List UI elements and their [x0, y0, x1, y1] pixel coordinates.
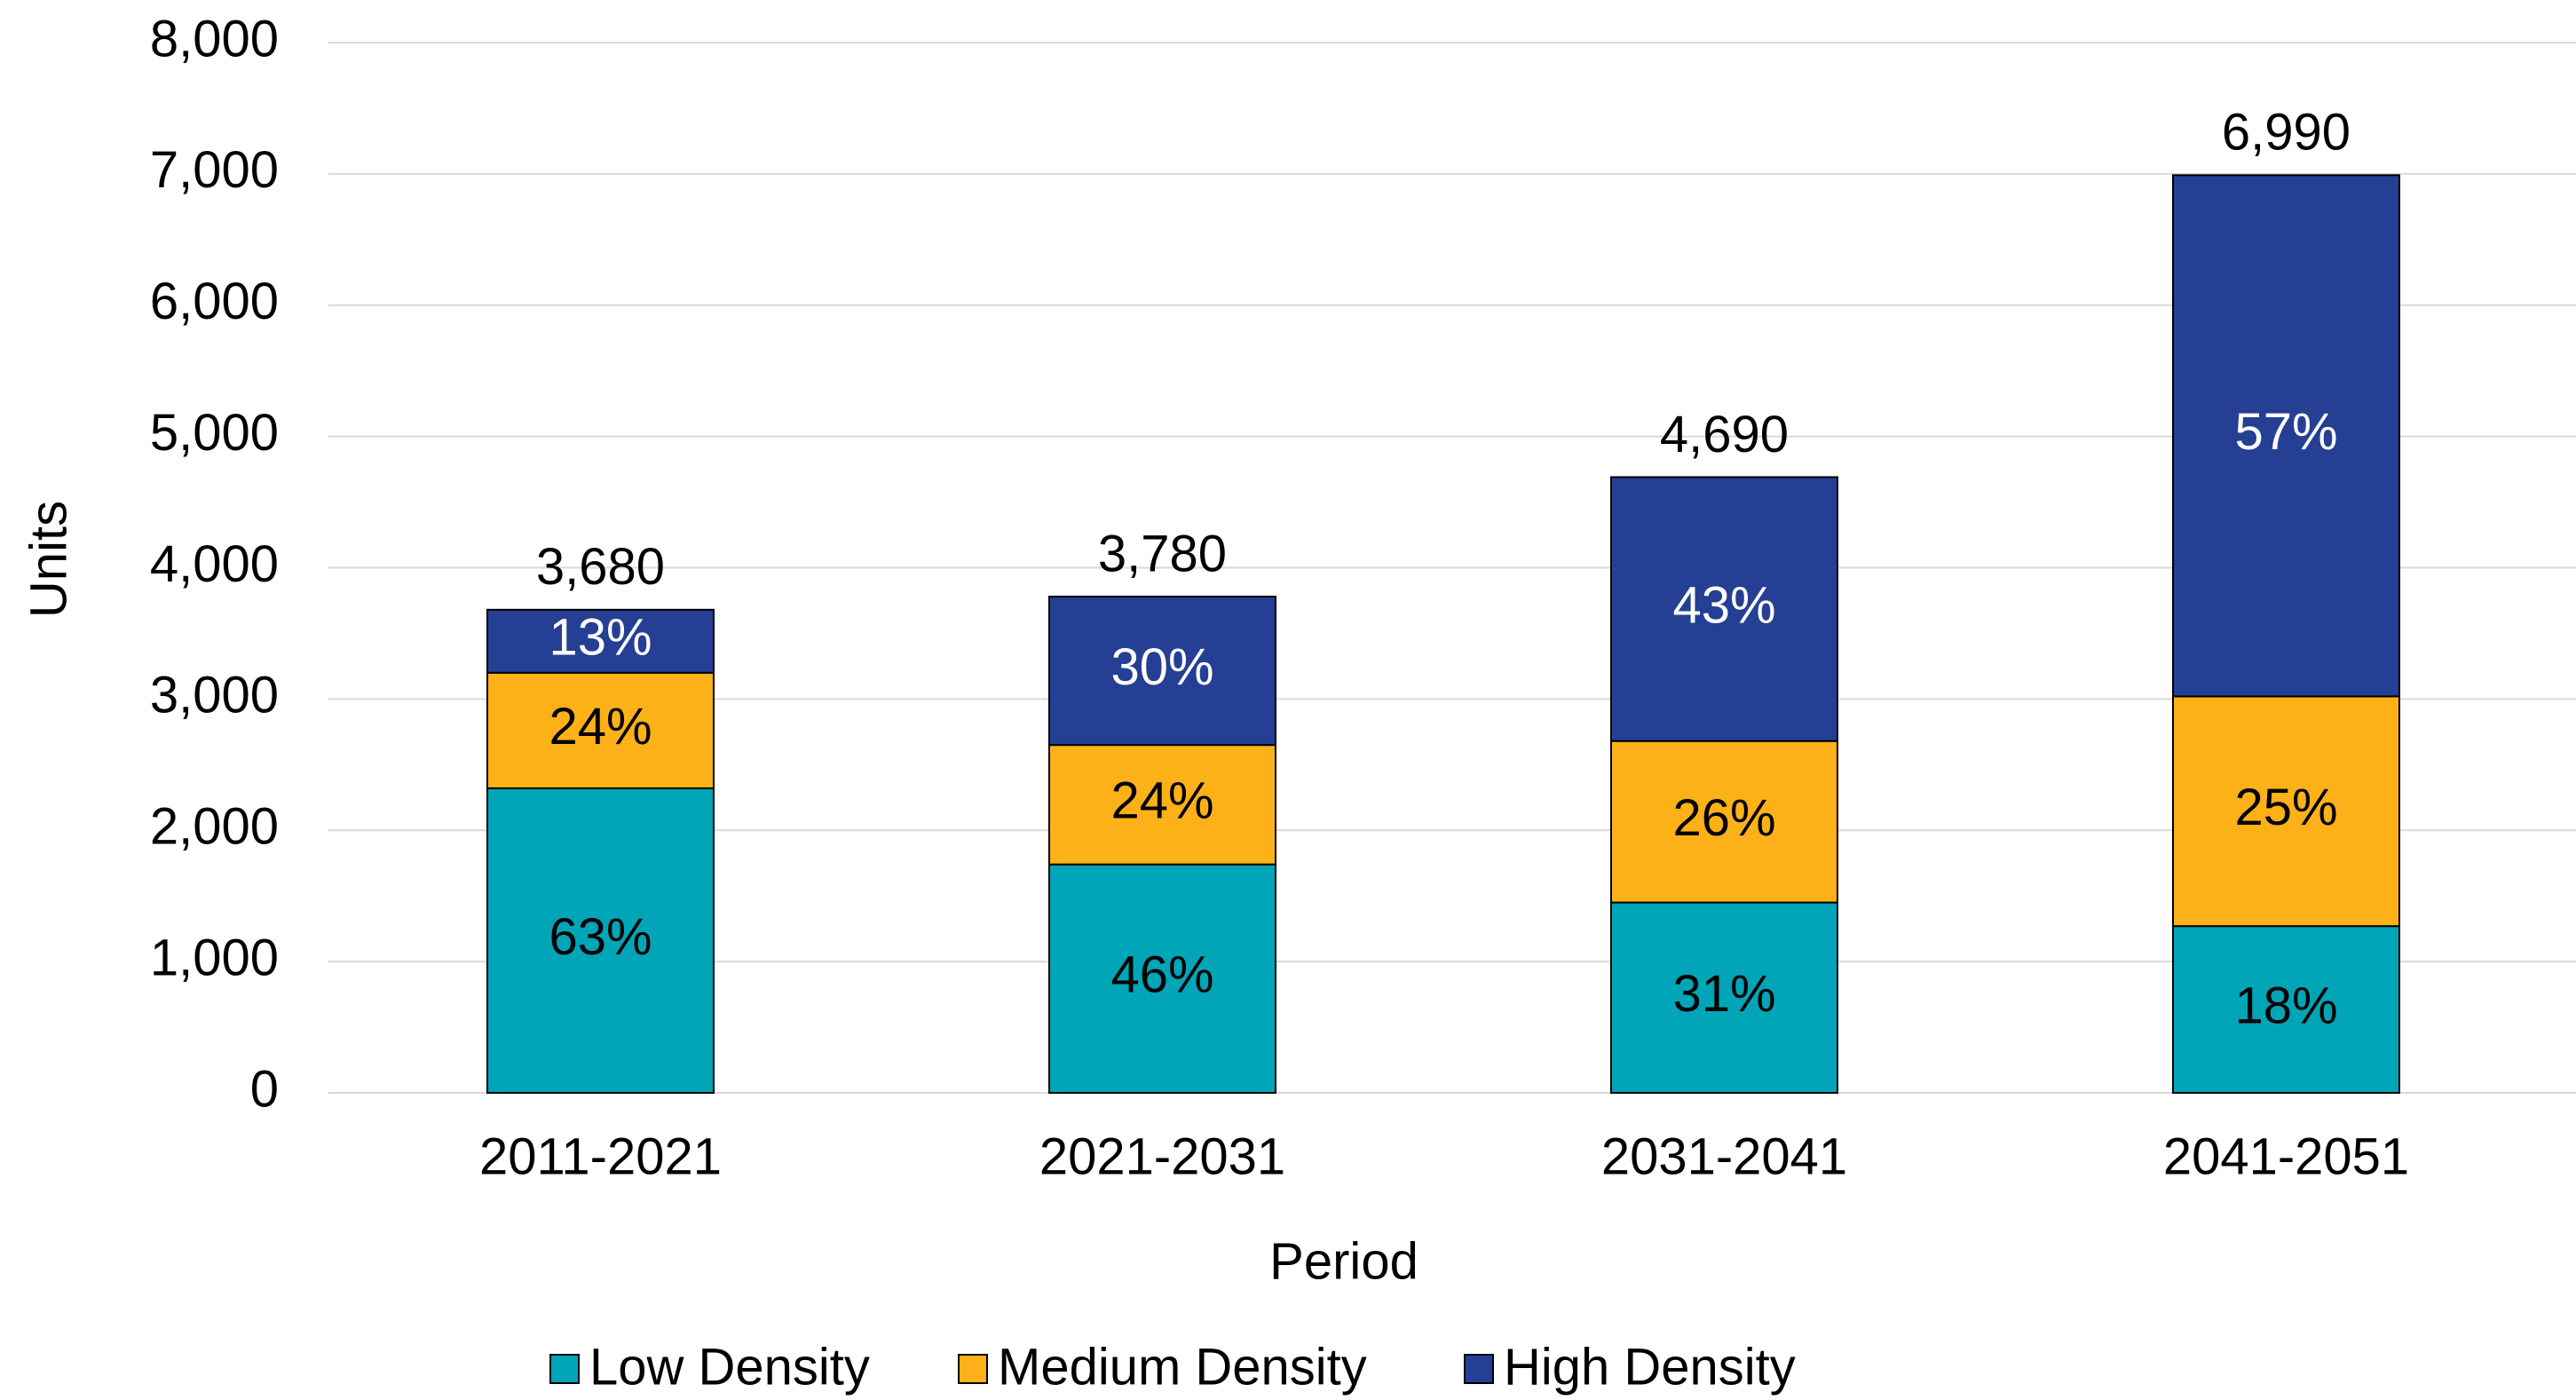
- segment-label: 43%: [1672, 576, 1775, 634]
- y-tick-label: 0: [250, 1060, 279, 1118]
- x-tick-label: 2041-2051: [2163, 1127, 2409, 1185]
- legend-swatch: [958, 1354, 988, 1384]
- segment-label: 18%: [2234, 977, 2337, 1034]
- segment-label: 25%: [2234, 779, 2337, 836]
- total-label: 3,780: [1098, 525, 1227, 582]
- bar-segment: [1610, 740, 1838, 904]
- segment-label: 57%: [2234, 403, 2337, 461]
- segment-label: 26%: [1672, 789, 1775, 847]
- x-tick-label: 2021-2031: [1039, 1127, 1285, 1185]
- bar-segment: [1048, 744, 1276, 866]
- legend-swatch: [549, 1354, 580, 1384]
- y-tick-label: 6,000: [150, 273, 279, 330]
- y-tick-label: 3,000: [150, 667, 279, 724]
- segment-label: 63%: [549, 908, 652, 966]
- bar-segment: [486, 608, 715, 674]
- bar-segment: [1610, 476, 1838, 742]
- y-axis-label: Units: [20, 501, 77, 618]
- segment-label: 46%: [1110, 946, 1213, 1004]
- bar-segment: [2172, 925, 2400, 1094]
- bar-segment: [1048, 596, 1276, 747]
- segment-label: 13%: [549, 609, 652, 667]
- total-label: 6,990: [2222, 104, 2351, 162]
- segment-label: 30%: [1110, 638, 1213, 696]
- total-label: 3,680: [536, 538, 665, 596]
- x-axis-label: Period: [1269, 1232, 1418, 1290]
- bar-segment: [486, 671, 715, 789]
- y-tick-label: 5,000: [150, 404, 279, 462]
- segment-label: 31%: [1672, 965, 1775, 1023]
- y-tick-label: 7,000: [150, 141, 279, 199]
- segment-label: 24%: [1110, 772, 1213, 830]
- bar-segment: [486, 787, 715, 1094]
- y-tick-label: 8,000: [150, 10, 279, 67]
- x-tick-label: 2011-2021: [479, 1127, 722, 1185]
- y-tick-label: 2,000: [150, 798, 279, 856]
- legend-label: High Density: [1504, 1338, 1796, 1396]
- segment-label: 24%: [549, 698, 652, 755]
- y-tick-label: 4,000: [150, 535, 279, 593]
- bar-segment: [1048, 863, 1276, 1094]
- legend-label: Low Density: [589, 1338, 870, 1396]
- legend-swatch: [1464, 1354, 1494, 1384]
- total-label: 4,690: [1660, 406, 1789, 463]
- x-tick-label: 2031-2041: [1601, 1127, 1847, 1185]
- bar-segment: [2172, 174, 2400, 698]
- y-tick-label: 1,000: [150, 929, 279, 986]
- legend-label: Medium Density: [998, 1338, 1367, 1396]
